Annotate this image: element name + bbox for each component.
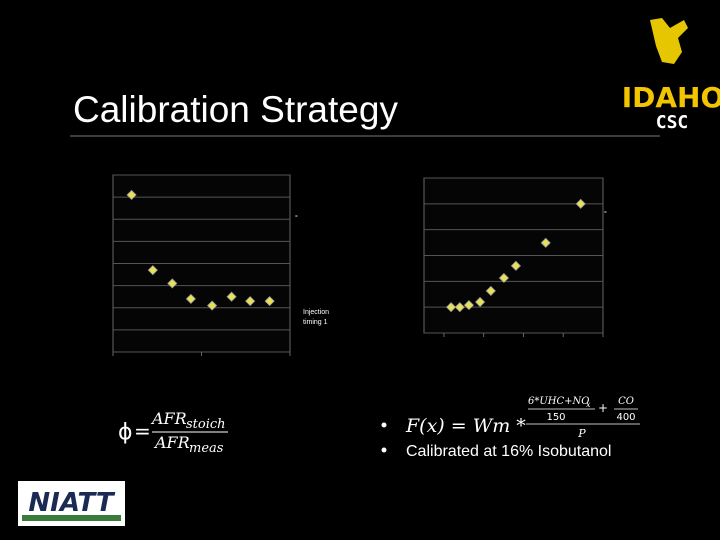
data-point bbox=[540, 237, 551, 248]
fx-num1-sub: x bbox=[586, 400, 591, 409]
phi-symbol: ϕ bbox=[118, 420, 133, 445]
idaho-logo: IDAHO CSC bbox=[622, 18, 720, 133]
phi-eq: = bbox=[134, 419, 151, 443]
fx-num1: 6*UHC+NO bbox=[528, 396, 590, 407]
data-point bbox=[245, 296, 256, 307]
data-point bbox=[475, 296, 486, 308]
phi-den-sub: meas bbox=[189, 441, 224, 456]
data-point bbox=[126, 189, 137, 200]
data-point bbox=[445, 302, 457, 313]
bullet-dot bbox=[381, 447, 387, 453]
data-point bbox=[207, 300, 218, 311]
fx-den: P bbox=[577, 427, 586, 440]
logo-idaho: IDAHO bbox=[622, 81, 720, 114]
data-point bbox=[510, 260, 521, 271]
slide-title: Calibration Strategy bbox=[73, 89, 398, 130]
data-point bbox=[226, 291, 237, 302]
axis-annotation: ° bbox=[295, 214, 298, 222]
logo-figure bbox=[650, 18, 688, 64]
data-point bbox=[167, 278, 178, 289]
phi-num-sub: stoich bbox=[186, 417, 226, 432]
data-point bbox=[485, 285, 496, 296]
phi-den: AFR bbox=[153, 433, 190, 452]
bullet-text: Calibrated at 16% Isobutanol bbox=[406, 443, 611, 460]
scatter-chart: ° Injection timing 1 bbox=[112, 174, 329, 356]
bullet-dot bbox=[381, 422, 387, 428]
data-point bbox=[463, 300, 475, 311]
axis-annotation: ° bbox=[604, 210, 607, 218]
data-point bbox=[185, 293, 196, 304]
axis-annotation: timing 1 bbox=[303, 319, 328, 326]
data-point bbox=[498, 272, 510, 284]
data-point bbox=[454, 302, 465, 313]
scatter-chart: ° bbox=[423, 177, 607, 337]
niatt-stripe bbox=[22, 515, 121, 521]
fx-den2: 400 bbox=[616, 412, 635, 423]
data-point bbox=[147, 265, 158, 276]
phi-formula: ϕ = AFR stoich AFR meas bbox=[118, 409, 228, 456]
niatt-logo: NIATT bbox=[18, 481, 125, 526]
fx-lhs: F(x) = Wm * bbox=[405, 415, 526, 437]
data-point bbox=[264, 296, 275, 307]
axis-annotation: Injection bbox=[303, 309, 329, 316]
data-point bbox=[575, 198, 586, 209]
fx-plus: + bbox=[598, 401, 608, 415]
phi-num: AFR bbox=[150, 409, 187, 428]
logo-csc: CSC bbox=[656, 112, 689, 133]
fx-den1: 150 bbox=[546, 412, 565, 423]
fx-formula: F(x) = Wm * 6*UHC+NO x 150 + CO 400 P bbox=[381, 396, 640, 440]
niatt-text: NIATT bbox=[28, 488, 115, 518]
fx-num2: CO bbox=[618, 396, 634, 407]
